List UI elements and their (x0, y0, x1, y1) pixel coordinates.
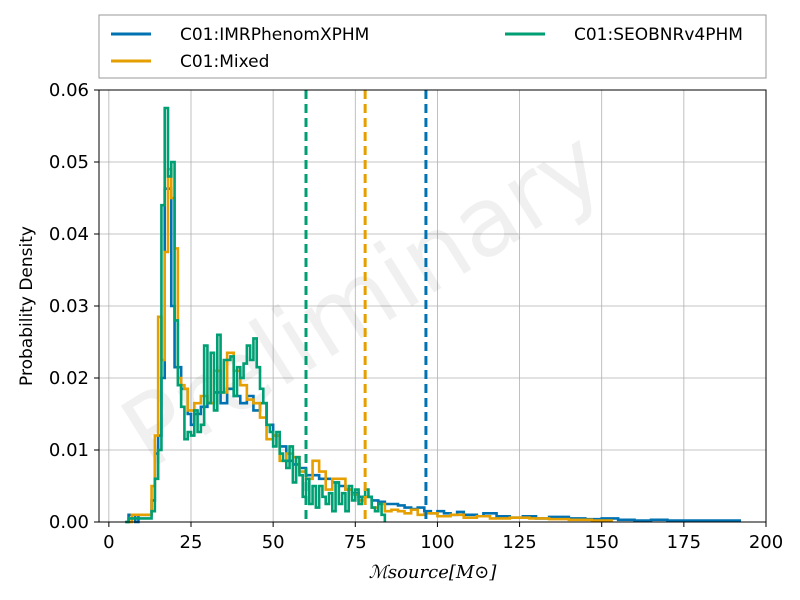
y-tick-label: 0.03 (49, 296, 89, 317)
y-tick-label: 0.04 (49, 224, 89, 245)
x-tick-label: 200 (749, 532, 783, 553)
x-tick-label: 75 (344, 532, 367, 553)
axis-ticks: 0 25 50 75 100 125 150 175 200 0.00 0.01 0.02 0.03 0.… (49, 80, 783, 553)
x-tick-label: 125 (502, 532, 536, 553)
x-tick-label: 100 (420, 532, 454, 553)
series-layer (125, 106, 742, 524)
x-axis-label: ℳsource[M⊙] (369, 562, 498, 583)
legend-entry-label: C01:SEOBNRv4PHM (574, 25, 743, 45)
x-tick-label: 175 (667, 532, 701, 553)
legend-entry-label: C01:Mixed (180, 52, 269, 72)
x-tick-label: 50 (262, 532, 285, 553)
x-tick-label: 150 (585, 532, 619, 553)
y-tick-label: 0.02 (49, 368, 89, 389)
x-tick-label: 0 (103, 532, 114, 553)
histogram-series-2 (125, 106, 387, 524)
watermark: Preliminary (103, 107, 622, 489)
y-tick-label: 0.06 (49, 80, 89, 101)
y-tick-label: 0.00 (49, 512, 89, 533)
x-tick-label: 25 (180, 532, 203, 553)
y-tick-label: 0.01 (49, 440, 89, 461)
y-tick-label: 0.05 (49, 152, 89, 173)
legend-entry-label: C01:IMRPhenomXPHM (180, 25, 369, 45)
legend-box (98, 14, 767, 79)
y-axis-label: Probability Density (17, 226, 37, 386)
legend: C01:IMRPhenomXPHM C01:Mixed C01:SEOBNRv4PH… (98, 14, 767, 79)
median-lines (304, 90, 428, 522)
